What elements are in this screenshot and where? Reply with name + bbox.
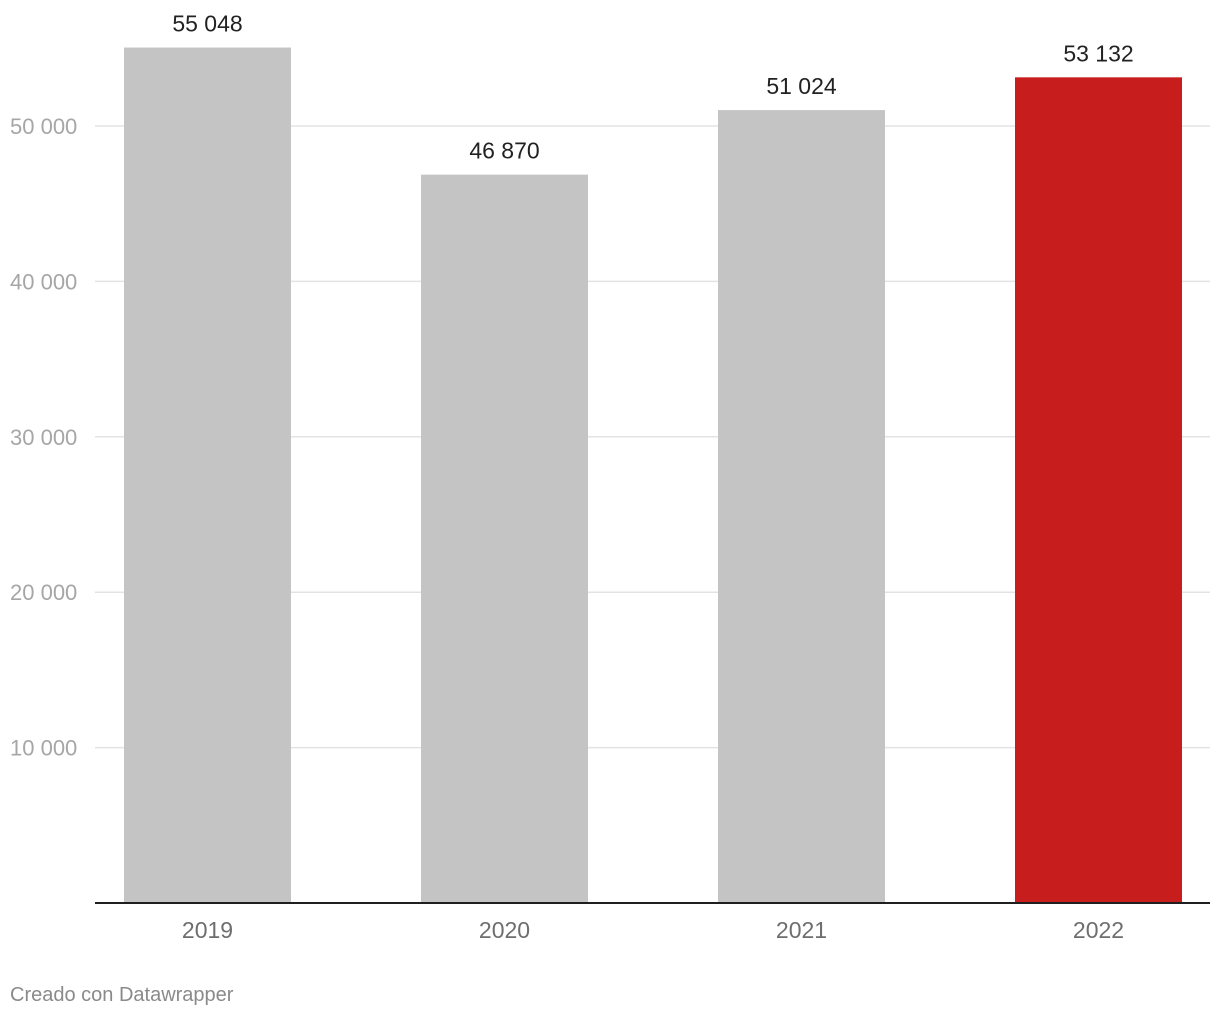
bars: [124, 47, 1182, 904]
bar-2021: [718, 110, 885, 904]
bar-2020: [421, 174, 588, 903]
value-label-2021: 51 024: [766, 73, 837, 99]
bar-chart: 10 000 20 000 30 000 40 000 50 000 55 048 46 …: [10, 11, 1210, 943]
x-tick-label-2019: 2019: [182, 917, 233, 943]
bar-2022: [1015, 77, 1182, 903]
y-tick-label: 10 000: [10, 736, 77, 761]
y-tick-label: 40 000: [10, 269, 77, 294]
value-label-2020: 46 870: [469, 138, 539, 164]
y-axis-tick-labels: 10 000 20 000 30 000 40 000 50 000: [10, 114, 77, 761]
value-label-2022: 53 132: [1063, 40, 1133, 66]
y-tick-label: 20 000: [10, 580, 77, 605]
x-axis-tick-labels: 2019 2020 2021 2022: [182, 917, 1124, 943]
bar-2019: [124, 47, 291, 904]
x-tick-label-2022: 2022: [1073, 917, 1124, 943]
value-labels: 55 048 46 870 51 024 53 132: [172, 11, 1133, 164]
y-tick-label: 30 000: [10, 425, 77, 450]
x-tick-label-2021: 2021: [776, 917, 827, 943]
x-tick-label-2020: 2020: [479, 917, 530, 943]
datawrapper-credit: Creado con Datawrapper: [10, 984, 234, 1006]
value-label-2019: 55 048: [172, 11, 242, 37]
y-tick-label: 50 000: [10, 114, 77, 139]
